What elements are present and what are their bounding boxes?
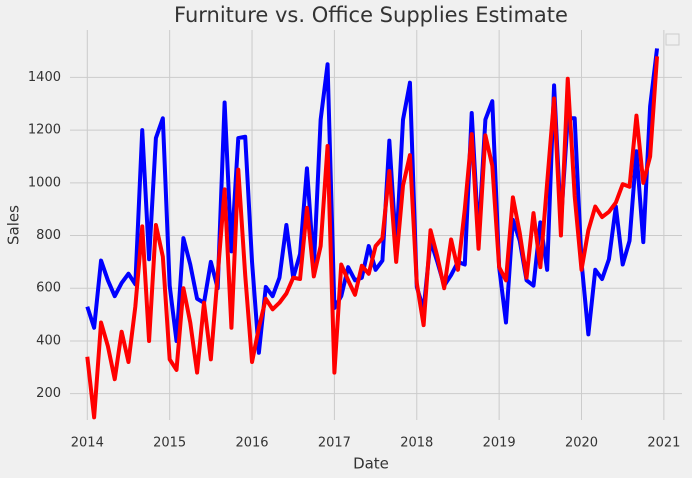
legend [665,33,680,46]
y-tick-label: 1000 [28,175,61,190]
line [85,56,660,420]
y-tick-label: 800 [36,228,61,243]
y-tick-label: 400 [36,333,61,348]
x-tick-label: 2020 [565,436,598,451]
x-tick-label: 2015 [153,436,186,451]
x-axis-label: Date [353,455,389,473]
x-tick-label: 2014 [71,436,104,451]
chart-title: Furniture vs. Office Supplies Estimate [174,3,568,27]
x-tick-label: 2021 [647,436,680,451]
y-tick-label: 1200 [28,123,61,138]
y-axis-label: Sales [5,205,23,245]
y-tick-label: 1400 [28,70,61,85]
y-tick-label: 600 [36,281,61,296]
x-tick-label: 2018 [400,436,433,451]
x-tick-label: 2016 [235,436,268,451]
y-tick-label: 200 [36,386,61,401]
x-tick-label: 2019 [483,436,516,451]
x-tick-label: 2017 [318,436,351,451]
